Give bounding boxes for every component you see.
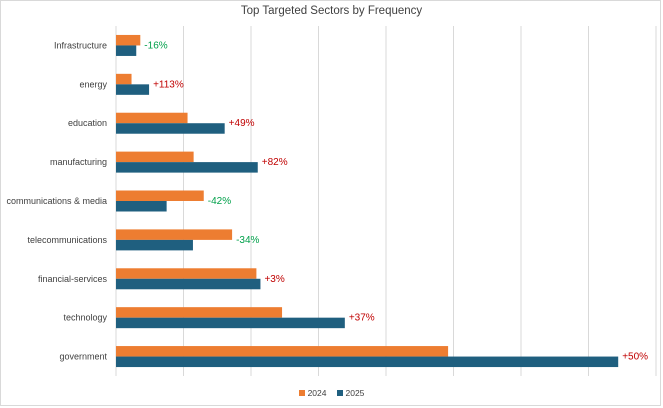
change-annotation: +50% <box>622 352 648 363</box>
category-label: technology <box>63 313 107 323</box>
bar-2025 <box>116 201 167 212</box>
legend-label-2025: 2025 <box>345 388 365 398</box>
change-annotation: +3% <box>264 274 284 285</box>
category-label: financial-services <box>38 274 108 284</box>
bar-2024 <box>116 151 194 163</box>
legend-label-2024: 2024 <box>307 388 327 398</box>
change-annotation: +82% <box>262 157 288 168</box>
category-label: manufacturing <box>50 157 107 167</box>
bar-2025 <box>116 84 150 95</box>
bar-2025 <box>116 162 258 173</box>
category-label: communications & media <box>6 196 107 206</box>
category-label: education <box>68 118 107 128</box>
bar-2024 <box>116 307 283 318</box>
bar-2025 <box>116 317 345 329</box>
bar-2024 <box>116 346 449 357</box>
change-annotation: +113% <box>153 79 184 90</box>
change-annotation: +37% <box>349 313 375 324</box>
category-label: telecommunications <box>27 235 107 245</box>
bar-2024 <box>116 73 132 85</box>
change-annotation: -42% <box>208 196 231 207</box>
change-annotation: +49% <box>229 118 255 129</box>
bar-2024 <box>116 34 141 46</box>
legend-item-2024: 2024 <box>298 388 327 398</box>
bar-2025 <box>116 278 261 290</box>
bar-2024 <box>116 112 188 124</box>
legend-swatch-2025 <box>336 390 343 396</box>
legend-item-2025: 2025 <box>336 388 365 398</box>
bar-2024 <box>116 229 233 240</box>
legend-swatch-2024 <box>298 390 305 396</box>
change-annotation: -16% <box>144 40 167 51</box>
chart-title: Top Targeted Sectors by Frequency <box>240 5 423 17</box>
bar-2025 <box>116 356 619 368</box>
bar-2024 <box>116 268 257 279</box>
category-label: Infrastructure <box>54 40 107 50</box>
bar-2025 <box>116 123 225 134</box>
change-annotation: -34% <box>236 235 259 246</box>
bar-2025 <box>116 239 193 251</box>
bar-2025 <box>116 45 137 56</box>
category-label: energy <box>79 79 107 89</box>
bar-2024 <box>116 190 204 201</box>
chart-legend: 2024 2025 <box>0 388 663 398</box>
category-label: government <box>59 352 107 362</box>
